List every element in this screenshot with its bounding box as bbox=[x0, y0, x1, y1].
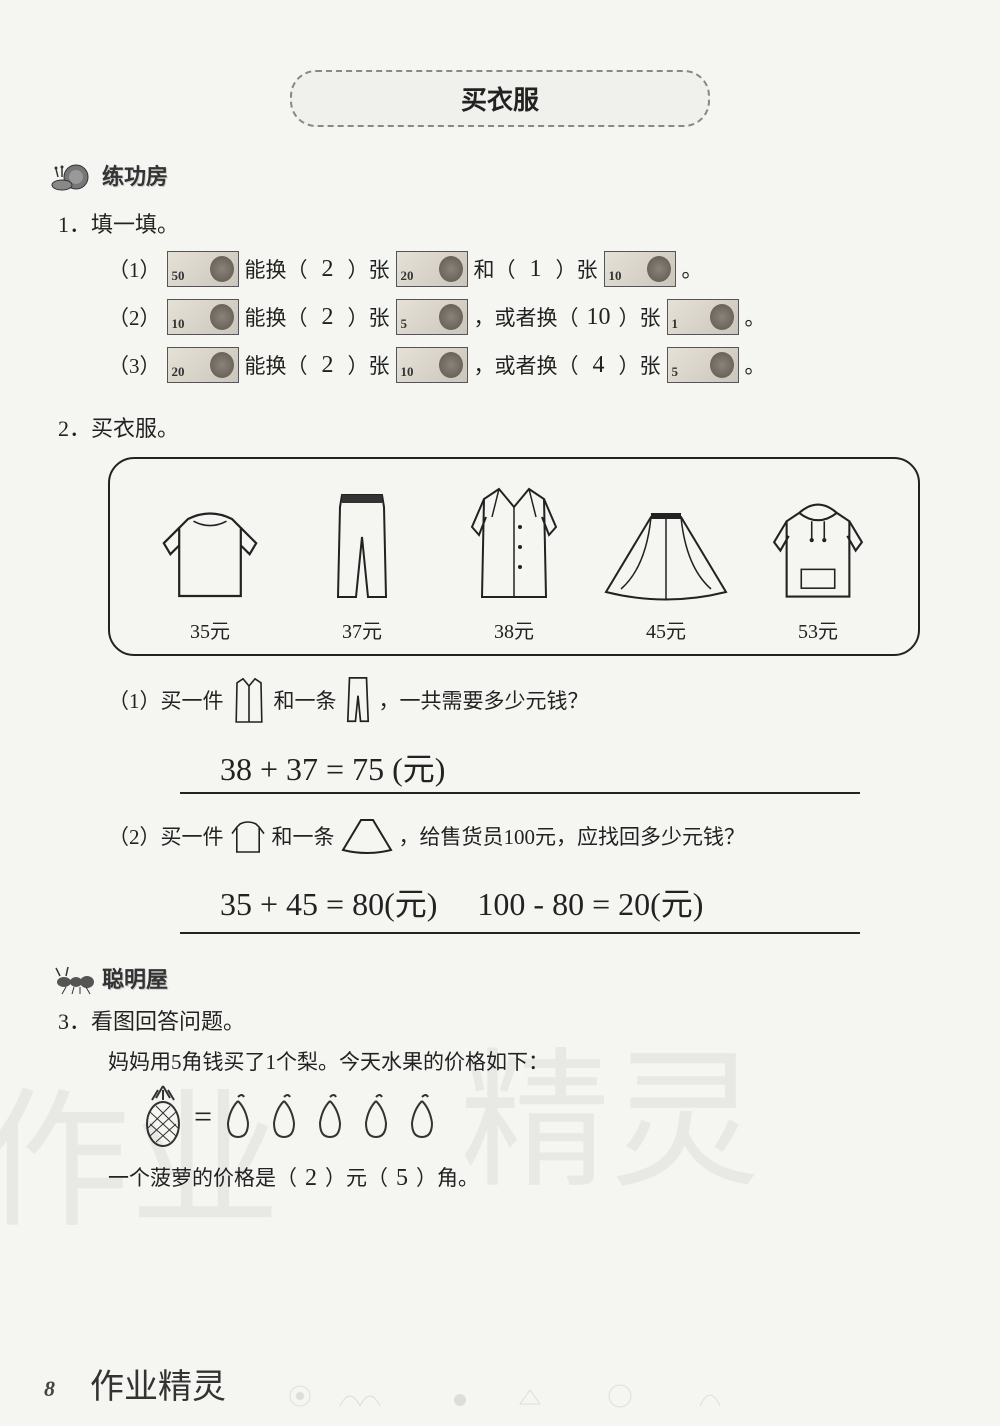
text: 和一条 bbox=[272, 821, 335, 851]
price: 45元 bbox=[590, 615, 742, 644]
text: ）张 bbox=[348, 254, 390, 284]
price: 35元 bbox=[134, 615, 286, 644]
text: ）角。 bbox=[416, 1166, 479, 1190]
q3-answer-line: 一个菠萝的价格是（2）元（5）角。 bbox=[108, 1162, 950, 1192]
text: 一个菠萝的价格是（ bbox=[108, 1166, 297, 1190]
text: 能换（ bbox=[245, 350, 308, 380]
text: 。 bbox=[682, 254, 703, 284]
text: 和（ bbox=[474, 254, 516, 284]
answer: 38 + 37 = 75 (元) bbox=[220, 744, 445, 790]
equals: = bbox=[194, 1098, 212, 1135]
answer: 100 - 80 = 20(元) bbox=[477, 879, 703, 925]
sweater-small-icon bbox=[228, 812, 268, 860]
pear-icon bbox=[310, 1091, 350, 1141]
snail-icon bbox=[50, 157, 96, 193]
page-number: 8 bbox=[44, 1376, 55, 1402]
section1-title: 练功房 bbox=[102, 159, 168, 191]
q2-part2-answer-line: 35 + 45 = 80(元) 100 - 80 = 20(元) bbox=[180, 876, 860, 928]
answer: 4 bbox=[585, 352, 613, 379]
q2-part1: （1）买一件 和一条 ，一共需要多少元钱？ bbox=[108, 674, 950, 726]
pear-icon bbox=[264, 1091, 304, 1141]
text: 和一条 bbox=[274, 685, 337, 715]
answer: 1 bbox=[522, 256, 550, 283]
answer: 2 bbox=[297, 1165, 325, 1192]
ant-icon bbox=[50, 960, 96, 996]
q3-text: 妈妈用5角钱买了1个梨。今天水果的价格如下： bbox=[108, 1046, 950, 1076]
text: 能换（ bbox=[245, 302, 308, 332]
text: 。 bbox=[745, 302, 766, 332]
q2-part1-answer-line: 38 + 37 = 75 (元) bbox=[180, 742, 860, 794]
q2-part2: （2）买一件 和一条 ，给售货员100元，应找回多少元钱？ bbox=[108, 812, 950, 860]
q2-number: 2．买衣服。 bbox=[58, 411, 950, 443]
price: 38元 bbox=[438, 615, 590, 644]
answer: 5 bbox=[388, 1165, 416, 1192]
answer: 2 bbox=[314, 304, 342, 331]
answer: 10 bbox=[585, 304, 613, 331]
item-sweater: 35元 bbox=[134, 497, 286, 644]
text: ）张 bbox=[619, 350, 661, 380]
sweater-icon bbox=[155, 497, 265, 607]
clothes-box: 35元 37元 38元 45元 bbox=[108, 457, 920, 656]
item-skirt: 45元 bbox=[590, 507, 742, 644]
fruit-equation: = bbox=[138, 1084, 950, 1148]
text: 。 bbox=[745, 350, 766, 380]
text: ）张 bbox=[556, 254, 598, 284]
skirt-icon bbox=[596, 507, 736, 607]
bill-20-icon: 20 bbox=[167, 347, 239, 383]
item-jacket: 38元 bbox=[438, 477, 590, 644]
pear-icon bbox=[218, 1091, 258, 1141]
bill-10-icon: 10 bbox=[604, 251, 676, 287]
answer: 2 bbox=[314, 352, 342, 379]
q1r2-idx: （2） bbox=[108, 302, 161, 332]
q1-row-2: （2） 10 能换（ 2 ）张 5 ，或者换（ 10 ）张 1 。 bbox=[108, 299, 950, 335]
bill-10-icon: 10 bbox=[396, 347, 468, 383]
pants-icon bbox=[317, 487, 407, 607]
bill-10-icon: 10 bbox=[167, 299, 239, 335]
bill-1-icon: 1 bbox=[667, 299, 739, 335]
price: 37元 bbox=[286, 615, 438, 644]
pear-icon bbox=[402, 1091, 442, 1141]
pear-icon bbox=[356, 1091, 396, 1141]
q1-row-3: （3） 20 能换（ 2 ）张 10 ，或者换（ 4 ）张 5 。 bbox=[108, 347, 950, 383]
footer-decoration-icon bbox=[260, 1376, 860, 1416]
q1-number: 1．填一填。 bbox=[58, 207, 950, 239]
text: （2）买一件 bbox=[108, 821, 224, 851]
section2-header: 聪明屋 bbox=[50, 960, 950, 996]
answer: 35 + 45 = 80(元) bbox=[220, 879, 437, 925]
section2-title: 聪明屋 bbox=[102, 962, 168, 994]
bill-5-icon: 5 bbox=[396, 299, 468, 335]
jacket-small-icon bbox=[228, 674, 270, 726]
text: ）张 bbox=[348, 302, 390, 332]
text: ）张 bbox=[619, 302, 661, 332]
item-pants: 37元 bbox=[286, 487, 438, 644]
lesson-title: 买衣服 bbox=[290, 70, 710, 127]
q3-number: 3．看图回答问题。 bbox=[58, 1004, 950, 1036]
bill-20-icon: 20 bbox=[396, 251, 468, 287]
text: ）张 bbox=[348, 350, 390, 380]
hoodie-icon bbox=[763, 492, 873, 607]
answer: 2 bbox=[314, 256, 342, 283]
jacket-icon bbox=[459, 477, 569, 607]
underline bbox=[180, 932, 860, 934]
bill-5-icon: 5 bbox=[667, 347, 739, 383]
q1-row-1: （1） 50 能换（ 2 ）张 20 和（ 1 ）张 10 。 bbox=[108, 251, 950, 287]
pineapple-icon bbox=[138, 1084, 188, 1148]
text: ，或者换（ bbox=[474, 350, 579, 380]
bill-50-icon: 50 bbox=[167, 251, 239, 287]
text: ，一共需要多少元钱？ bbox=[379, 685, 589, 715]
text: （1）买一件 bbox=[108, 685, 224, 715]
text: 能换（ bbox=[245, 254, 308, 284]
section1-header: 练功房 bbox=[50, 157, 950, 193]
item-hoodie: 53元 bbox=[742, 492, 894, 644]
q1r3-idx: （3） bbox=[108, 350, 161, 380]
signature: 作业精灵 bbox=[90, 1359, 226, 1408]
text: ，或者换（ bbox=[474, 302, 579, 332]
pants-small-icon bbox=[341, 674, 375, 726]
text: ）元（ bbox=[325, 1166, 388, 1190]
price: 53元 bbox=[742, 615, 894, 644]
text: ，给售货员100元，应找回多少元钱？ bbox=[399, 821, 746, 851]
q1r1-idx: （1） bbox=[108, 254, 161, 284]
skirt-small-icon bbox=[339, 814, 395, 858]
